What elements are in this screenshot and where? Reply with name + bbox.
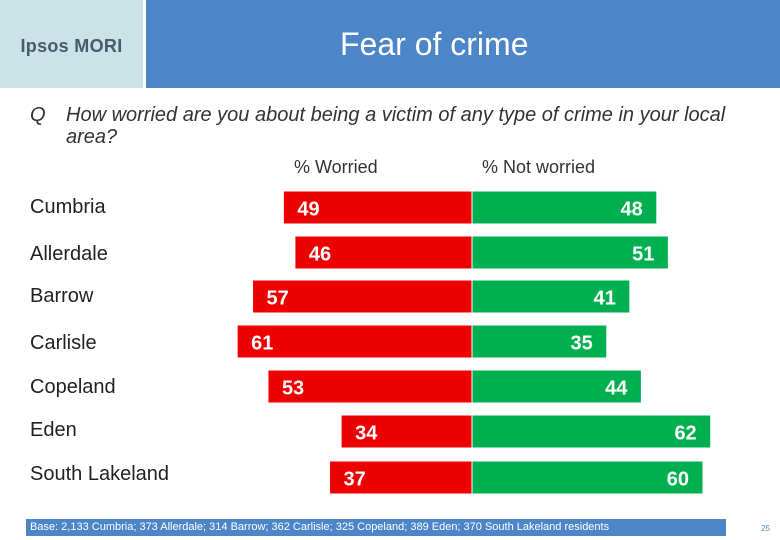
category-label: Cumbria: [30, 196, 106, 218]
data-label-not-worried: 41: [594, 288, 616, 310]
data-label-not-worried: 35: [571, 333, 593, 355]
data-label-not-worried: 51: [632, 244, 654, 266]
data-label-not-worried: 62: [674, 423, 696, 445]
legend-not-worried: % Not worried: [482, 157, 596, 177]
legend-worried: % Worried: [294, 157, 378, 177]
title-bar: [146, 0, 780, 88]
bar-not-worried: [471, 279, 631, 314]
bar-worried: [252, 279, 473, 314]
page-title: Fear of crime: [340, 26, 529, 62]
data-label-worried: 49: [297, 199, 319, 221]
data-label-worried: 61: [251, 333, 273, 355]
data-label-worried: 46: [309, 244, 331, 266]
category-label: Allerdale: [30, 243, 108, 265]
question-text: How worried are you about being a victim…: [66, 104, 726, 148]
category-label: Eden: [30, 419, 77, 441]
ipsos-mori-logo: Ipsos MORI: [20, 36, 123, 56]
data-label-not-worried: 44: [605, 378, 628, 400]
logo-panel: Ipsos MORI: [0, 0, 143, 88]
data-label-worried: 57: [267, 288, 289, 310]
category-label: Copeland: [30, 376, 116, 398]
data-label-worried: 37: [344, 469, 366, 491]
bar-worried: [282, 190, 473, 225]
bar-not-worried: [471, 460, 704, 495]
category-label: South Lakeland: [30, 463, 170, 485]
base-footnote: Base: 2,133 Cumbria; 373 Allerdale; 314 …: [26, 519, 726, 536]
bar-worried: [329, 460, 473, 495]
data-label-worried: 53: [282, 378, 304, 400]
bar-not-worried: [471, 235, 669, 270]
data-label-worried: 34: [355, 423, 378, 445]
bar-not-worried: [471, 190, 658, 225]
bar-not-worried: [471, 369, 642, 404]
page-number: 25: [761, 524, 770, 533]
question-mark-label: Q: [30, 104, 46, 126]
data-label-not-worried: 48: [621, 199, 643, 221]
bar-worried: [340, 414, 473, 449]
bar-not-worried: [471, 414, 712, 449]
bar-worried: [294, 235, 473, 270]
category-label: Carlisle: [30, 332, 97, 354]
header: Ipsos MORI Fear of crime: [0, 0, 780, 88]
category-label: Barrow: [30, 285, 94, 307]
data-label-not-worried: 60: [667, 469, 689, 491]
bar-not-worried: [471, 324, 608, 359]
